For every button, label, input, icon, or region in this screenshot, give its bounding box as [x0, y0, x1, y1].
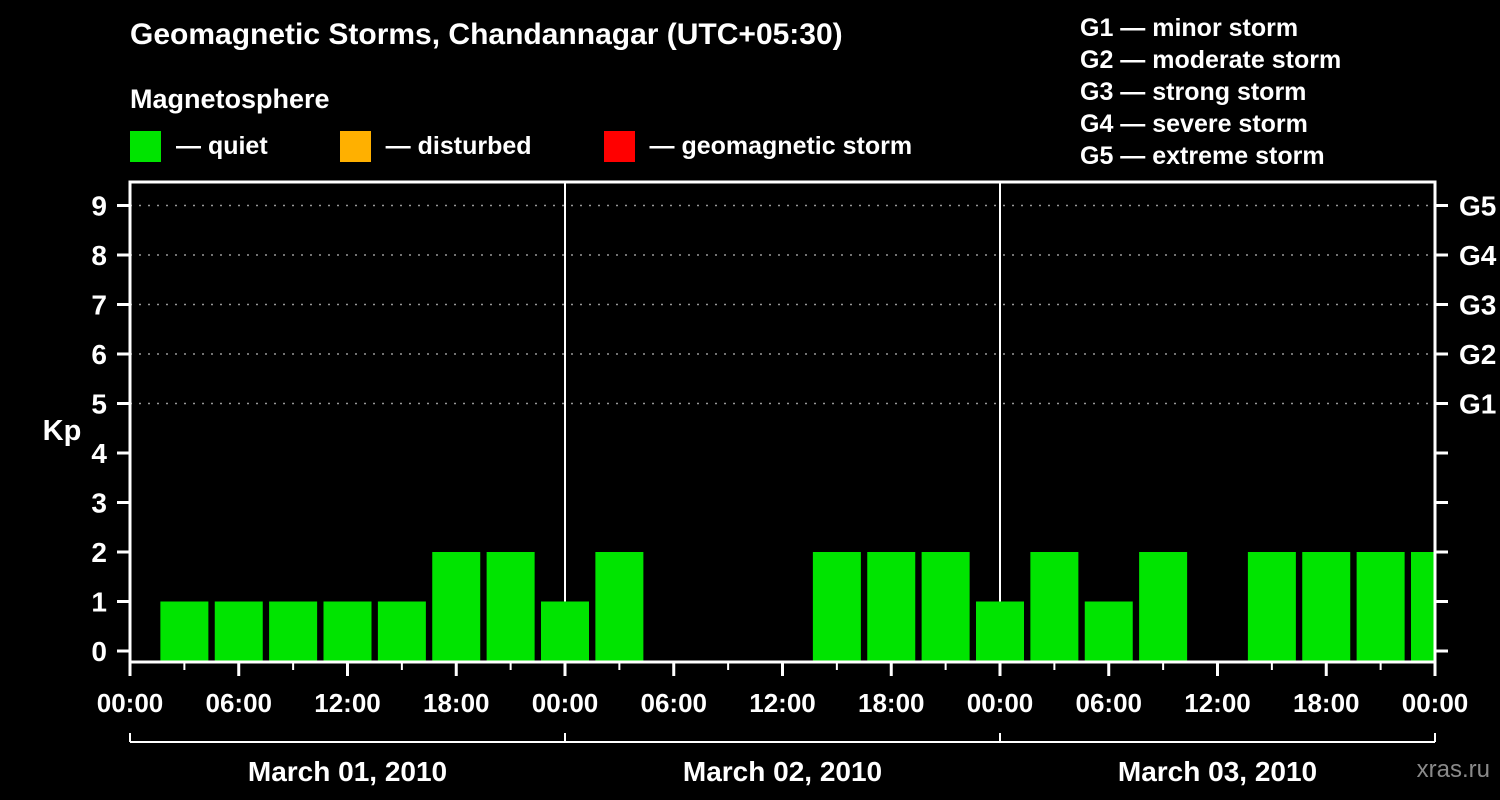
kp-bar	[432, 552, 481, 662]
kp-bar	[377, 601, 426, 662]
y-tick-label: 3	[91, 488, 107, 519]
g-legend-item: G3 — strong storm	[1080, 78, 1307, 106]
x-tick-label: 00:00	[1402, 688, 1469, 718]
g-legend-item: G4 — severe storm	[1080, 110, 1308, 138]
kp-axis-label: Kp	[43, 415, 82, 447]
legend-item-disturbed: — disturbed	[339, 131, 532, 162]
g-legend-item: G1 — minor storm	[1080, 14, 1299, 42]
legend-item-quiet: — quiet	[130, 131, 268, 162]
quiet-swatch-icon	[130, 131, 161, 162]
magnetosphere-label: Magnetosphere	[130, 84, 330, 114]
y-tick-label: 4	[91, 438, 107, 469]
x-tick-label: 06:00	[641, 688, 708, 718]
kp-bar	[921, 552, 970, 662]
kp-bar	[595, 552, 644, 662]
kp-bar	[1084, 601, 1133, 662]
date-label: March 03, 2010	[1118, 756, 1317, 787]
legend-label-disturbed: — disturbed	[385, 132, 532, 160]
legend-item-storm: — geomagnetic storm	[603, 131, 913, 162]
y-tick-label: 9	[91, 191, 107, 222]
g-axis-label: G2	[1459, 339, 1496, 370]
kp-bar	[214, 601, 263, 662]
x-tick-label: 18:00	[423, 688, 490, 718]
kp-bar	[976, 601, 1024, 662]
g-axis-label: G3	[1459, 290, 1496, 321]
g-axis-label: G5	[1459, 191, 1496, 222]
kp-bar	[1411, 552, 1435, 662]
y-tick-label: 8	[91, 240, 107, 271]
legend-label-storm: — geomagnetic storm	[649, 132, 913, 160]
plot-frame	[128, 180, 1437, 664]
y-tick-label: 2	[91, 537, 107, 568]
y-tick-label: 6	[91, 339, 107, 370]
x-tick-label: 12:00	[749, 688, 816, 718]
storm-swatch-icon	[603, 131, 635, 162]
y-tick-label: 1	[91, 587, 107, 618]
x-tick-label: 12:00	[314, 688, 381, 718]
kp-bar	[160, 601, 209, 662]
legend-label-quiet: — quiet	[176, 132, 268, 160]
disturbed-swatch-icon	[339, 131, 371, 162]
kp-bar	[486, 552, 535, 662]
x-tick-label: 00:00	[967, 688, 1034, 718]
kp-color-legend: — quiet — disturbed — geomagnetic storm	[130, 131, 984, 162]
x-tick-label: 00:00	[97, 688, 164, 718]
x-tick-label: 12:00	[1184, 688, 1251, 718]
kp-bar	[1356, 552, 1405, 662]
date-label: March 02, 2010	[683, 756, 882, 787]
y-tick-label: 5	[91, 389, 107, 420]
g-legend-item: G2 — moderate storm	[1080, 46, 1342, 74]
page-title: Geomagnetic Storms, Chandannagar (UTC+05…	[130, 18, 843, 51]
kp-bar	[867, 552, 916, 662]
kp-bar	[541, 601, 589, 662]
x-tick-label: 06:00	[206, 688, 273, 718]
g-axis-label: G4	[1459, 240, 1497, 271]
kp-bar	[1302, 552, 1351, 662]
kp-bar	[812, 552, 861, 662]
xras-watermark[interactable]: xras.ru	[1416, 756, 1490, 783]
y-tick-label: 7	[91, 290, 107, 321]
x-tick-label: 18:00	[858, 688, 925, 718]
x-tick-label: 06:00	[1076, 688, 1143, 718]
kp-bar	[1139, 552, 1188, 662]
x-tick-label: 18:00	[1293, 688, 1360, 718]
kp-bar	[1247, 552, 1296, 662]
g-legend-item: G5 — extreme storm	[1080, 142, 1325, 170]
date-label: March 01, 2010	[248, 756, 447, 787]
kp-bar	[323, 601, 372, 662]
kp-bar	[269, 601, 318, 662]
g-scale-legend: G1 — minor storm G2 — moderate storm G3 — …	[1080, 12, 1341, 172]
x-tick-label: 00:00	[532, 688, 599, 718]
g-axis-label: G1	[1459, 389, 1496, 420]
y-tick-label: 0	[91, 636, 107, 667]
kp-bar	[1030, 552, 1079, 662]
